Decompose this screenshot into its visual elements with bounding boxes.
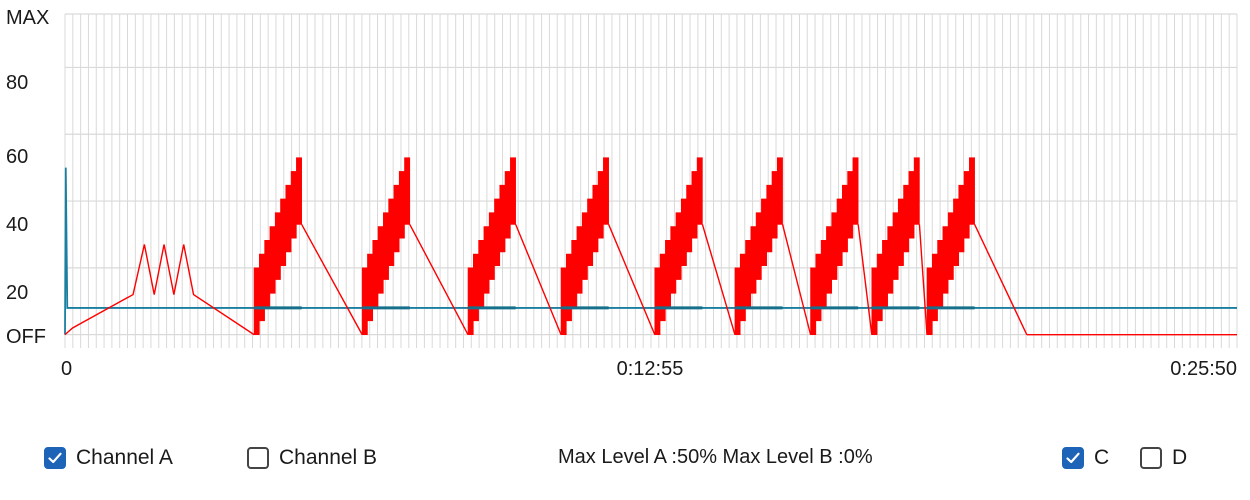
y-tick-label: 80 <box>6 72 28 94</box>
channel-a-decay-line <box>918 224 928 335</box>
c-check-icon <box>1062 447 1084 469</box>
channel-a-ramp-cycle <box>654 157 736 335</box>
channel-a-line <box>64 244 255 336</box>
c-label: C <box>1094 446 1110 469</box>
channel-a-ramp-cycle <box>361 157 469 335</box>
x-tick-label: 0:12:55 <box>617 358 684 380</box>
channel-a-decay-line <box>781 224 812 335</box>
y-tick-label: 20 <box>6 282 28 304</box>
channel-a-decay-line <box>409 224 469 335</box>
channel-a-ramp-cycle <box>871 157 928 335</box>
y-tick-label: MAX <box>6 7 49 29</box>
x-tick-label: 0:25:50 <box>1170 358 1237 380</box>
d-label: D <box>1172 446 1188 469</box>
channel-b-label: Channel B <box>279 446 378 469</box>
chart-axis-labels: OFF 20 40 60 80 MAX 0 0:12:55 0:25:50 <box>6 7 1237 380</box>
channel-a-label: Channel A <box>76 446 173 469</box>
channel-a-decay-line <box>973 224 1028 335</box>
channel-a-decay-line <box>301 224 363 335</box>
channel-a-ramp-cycle <box>810 157 873 335</box>
chart-series <box>64 157 1237 336</box>
channel-a-decay-line <box>701 224 736 335</box>
channel-a-decay-line <box>515 224 562 335</box>
channel-a-ramp-cycle <box>467 157 562 335</box>
chart-grid <box>64 13 1238 348</box>
y-tick-label: 60 <box>6 146 28 168</box>
d-checkbox[interactable]: D <box>1140 446 1187 470</box>
x-tick-label: 0 <box>61 358 72 380</box>
y-tick-label: OFF <box>6 326 46 348</box>
channel-a-decay-line <box>608 224 656 335</box>
channel-controls: Channel A Channel B Max Level A :50% Max… <box>0 440 1250 480</box>
channel-a-ramp-cycle <box>734 157 812 335</box>
channel-a-ramp-cycle <box>560 157 656 335</box>
channel-a-decay-line <box>857 224 873 335</box>
level-chart: OFF 20 40 60 80 MAX 0 0:12:55 0:25:50 <box>6 7 1238 380</box>
channel-a-check-icon <box>44 447 66 469</box>
c-checkbox[interactable]: C <box>1062 446 1109 470</box>
y-tick-label: 40 <box>6 214 28 236</box>
channel-a-ramp-cycle <box>253 157 363 335</box>
channel-b-line <box>64 167 1237 335</box>
channel-a-ramp-cycle <box>926 157 1028 335</box>
channel-b-checkbox[interactable]: Channel B <box>247 446 377 470</box>
channel-b-box-icon <box>247 447 269 469</box>
d-box-icon <box>1140 447 1162 469</box>
channel-a-checkbox[interactable]: Channel A <box>44 446 173 470</box>
max-level-status: Max Level A :50% Max Level B :0% <box>558 446 873 468</box>
